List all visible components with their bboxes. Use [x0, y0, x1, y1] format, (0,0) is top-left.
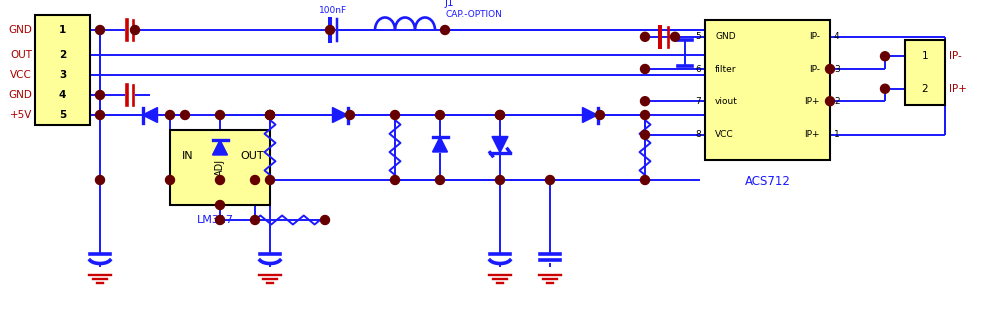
Text: 2: 2: [834, 97, 840, 106]
Text: 1: 1: [922, 51, 928, 61]
Circle shape: [266, 176, 274, 184]
Circle shape: [166, 176, 175, 184]
Text: OUT: OUT: [10, 50, 32, 60]
Circle shape: [166, 111, 175, 119]
Text: IP+: IP+: [804, 130, 820, 139]
Circle shape: [640, 97, 650, 106]
Circle shape: [130, 25, 140, 35]
Text: 6: 6: [695, 64, 701, 74]
Circle shape: [216, 176, 224, 184]
Polygon shape: [143, 108, 158, 122]
Circle shape: [266, 111, 274, 119]
Text: IP+: IP+: [949, 84, 967, 94]
Text: viout: viout: [715, 97, 738, 106]
Text: CAP.-OPTION: CAP.-OPTION: [445, 10, 502, 19]
Text: 8: 8: [695, 130, 701, 139]
Polygon shape: [582, 108, 598, 122]
Circle shape: [320, 215, 330, 224]
Polygon shape: [332, 108, 348, 122]
Text: 100nF: 100nF: [319, 6, 348, 15]
Circle shape: [436, 176, 444, 184]
Circle shape: [640, 176, 650, 184]
Text: LM317: LM317: [196, 215, 234, 225]
Circle shape: [670, 32, 680, 41]
FancyBboxPatch shape: [170, 130, 270, 205]
Text: 3: 3: [834, 64, 840, 74]
Circle shape: [496, 111, 505, 119]
Text: 2: 2: [922, 84, 928, 94]
Circle shape: [96, 111, 104, 119]
Circle shape: [390, 111, 400, 119]
Text: +5V: +5V: [10, 110, 32, 120]
Circle shape: [496, 111, 505, 119]
FancyBboxPatch shape: [35, 15, 90, 125]
Polygon shape: [212, 140, 228, 155]
Text: 4: 4: [59, 90, 66, 100]
Text: 5: 5: [695, 32, 701, 41]
Circle shape: [640, 64, 650, 74]
Circle shape: [390, 176, 400, 184]
Circle shape: [881, 84, 890, 93]
FancyBboxPatch shape: [905, 40, 945, 105]
Text: filter: filter: [715, 64, 736, 74]
Circle shape: [266, 111, 274, 119]
Circle shape: [216, 201, 224, 210]
Circle shape: [596, 111, 604, 119]
Text: IP-: IP-: [809, 64, 820, 74]
Circle shape: [640, 111, 650, 119]
Text: IN: IN: [182, 151, 194, 161]
Text: J1: J1: [445, 0, 455, 8]
Circle shape: [216, 215, 224, 224]
Text: ACS712: ACS712: [745, 175, 790, 188]
Circle shape: [180, 111, 190, 119]
Text: OUT: OUT: [240, 151, 264, 161]
Circle shape: [96, 176, 104, 184]
Circle shape: [96, 25, 104, 35]
Polygon shape: [432, 137, 448, 152]
Text: 4: 4: [834, 32, 840, 41]
Circle shape: [546, 176, 554, 184]
Text: 1: 1: [59, 25, 66, 35]
Circle shape: [216, 111, 224, 119]
Circle shape: [826, 97, 834, 106]
Circle shape: [640, 32, 650, 41]
Text: IP-: IP-: [949, 51, 962, 61]
Text: GND: GND: [715, 32, 736, 41]
Text: GND: GND: [8, 25, 32, 35]
Text: VCC: VCC: [10, 70, 32, 80]
Circle shape: [326, 25, 334, 35]
Text: 5: 5: [59, 110, 66, 120]
Circle shape: [436, 111, 444, 119]
Text: 7: 7: [695, 97, 701, 106]
Circle shape: [250, 176, 260, 184]
Text: IP-: IP-: [809, 32, 820, 41]
Circle shape: [826, 64, 834, 74]
Text: GND: GND: [8, 90, 32, 100]
Circle shape: [640, 130, 650, 139]
Circle shape: [496, 176, 505, 184]
Text: 2: 2: [59, 50, 66, 60]
Polygon shape: [492, 137, 508, 152]
Circle shape: [266, 111, 274, 119]
Text: ADJ: ADJ: [215, 159, 225, 176]
Circle shape: [346, 111, 354, 119]
Circle shape: [96, 90, 104, 100]
Text: VCC: VCC: [715, 130, 734, 139]
FancyBboxPatch shape: [705, 20, 830, 160]
Text: 1: 1: [834, 130, 840, 139]
Circle shape: [440, 25, 450, 35]
Text: 3: 3: [59, 70, 66, 80]
Text: IP+: IP+: [804, 97, 820, 106]
Circle shape: [881, 52, 890, 61]
Circle shape: [250, 215, 260, 224]
